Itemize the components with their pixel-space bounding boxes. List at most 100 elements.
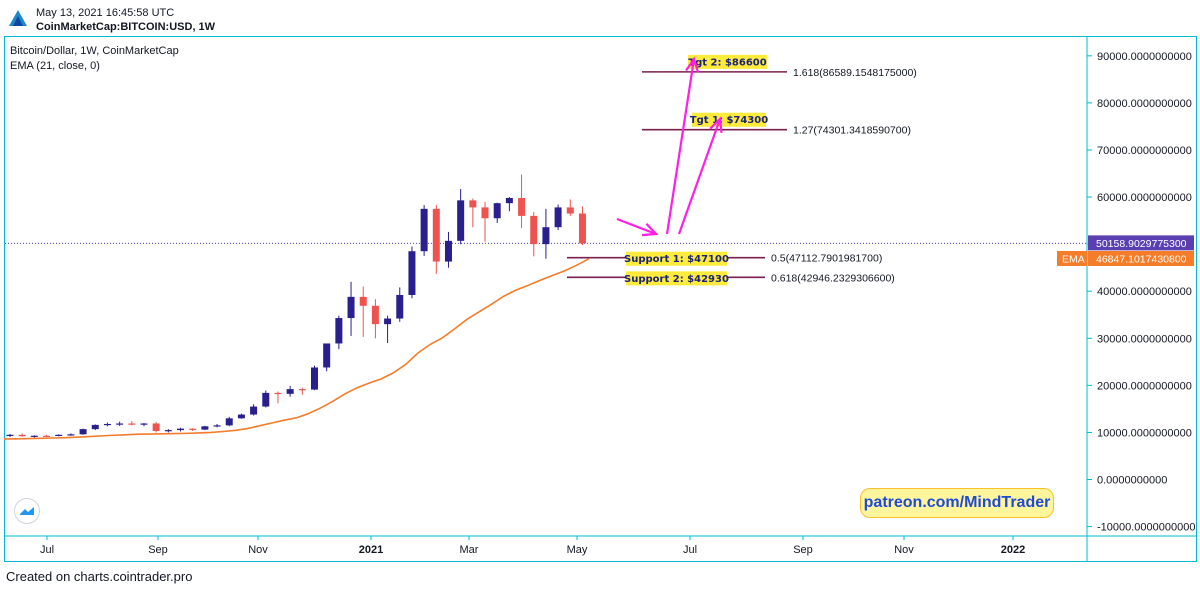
top-bar: May 13, 2021 16:45:58 UTC CoinMarketCap:…	[0, 0, 1200, 36]
candle-body	[201, 426, 209, 430]
fib-badge	[626, 271, 727, 286]
price-tick-label: 10000.0000000000	[1097, 427, 1192, 439]
price-tick-label: 70000.0000000000	[1097, 145, 1192, 157]
candle-body	[444, 240, 452, 262]
fib-badge	[626, 251, 727, 266]
time-tick-label: Nov	[248, 544, 268, 556]
candle-body	[578, 213, 586, 244]
legend-title: Bitcoin/Dollar, 1W, CoinMarketCap	[10, 45, 179, 57]
fib-badge-text: Tgt 1: $74300	[690, 115, 768, 126]
candle-body	[359, 296, 367, 306]
candle-body	[55, 434, 63, 436]
candle-body	[177, 428, 185, 431]
candle-body	[250, 406, 258, 415]
price-tick-label: 80000.0000000000	[1097, 98, 1192, 110]
candle-body	[469, 200, 477, 208]
candle-body	[225, 418, 233, 426]
time-tick-label: Sep	[148, 544, 168, 556]
price-tick-label: 0.0000000000	[1097, 475, 1167, 487]
candle-body	[274, 392, 282, 395]
cointrader-logo-icon	[9, 10, 27, 26]
target1-arrow-head	[709, 116, 723, 134]
fib-badge-text: Support 2: $42930	[624, 274, 729, 285]
candle-body	[554, 207, 562, 228]
candle-body	[481, 207, 489, 219]
ema-value-flag	[1088, 250, 1194, 266]
patreon-badge[interactable]: patreon.com/MindTrader	[860, 488, 1054, 518]
candle-body	[518, 197, 526, 216]
target2-arrow-head	[685, 56, 700, 73]
candle-body	[262, 392, 270, 407]
time-tick-label: Mar	[460, 544, 479, 556]
candle-body	[6, 434, 14, 436]
candle-body	[493, 203, 501, 219]
candle-body	[140, 423, 148, 425]
target2-arrow-shaft	[665, 58, 696, 235]
candle-body	[311, 367, 318, 390]
candle-body	[566, 207, 574, 214]
ema-line	[3, 258, 590, 440]
candle-body	[530, 215, 538, 245]
candle-body	[505, 197, 513, 204]
candle-body	[128, 423, 136, 425]
ema-flag-label: EMA	[1062, 253, 1085, 265]
candle-body	[213, 425, 221, 427]
fib-level-label: 0.5(47112.7901981700)	[771, 253, 882, 265]
fib-badge	[692, 112, 766, 127]
ema-value: 46847.1017430800	[1096, 253, 1187, 265]
fib-badge-text: Support 1: $47100	[624, 254, 729, 265]
time-tick-label: Jul	[683, 544, 697, 556]
chart-legend: Bitcoin/Dollar, 1W, CoinMarketCap EMA (2…	[10, 44, 179, 74]
candle-body	[432, 208, 440, 262]
time-tick-label: Jul	[40, 544, 54, 556]
candle-body	[18, 434, 26, 437]
tradingview-watermark-icon[interactable]	[14, 498, 40, 524]
price-tick-label: -10000.0000000000	[1097, 522, 1195, 534]
candle-body	[30, 435, 38, 437]
price-tick-label: 40000.0000000000	[1097, 286, 1192, 298]
last-price-value: 50158.9029775300	[1096, 238, 1187, 250]
candle-body	[335, 318, 343, 344]
legend-indicator: EMA (21, close, 0)	[10, 60, 100, 72]
candle-body	[103, 423, 111, 426]
time-tick-label: 2022	[1001, 544, 1025, 556]
candle-body	[420, 208, 428, 252]
chart-stamp: May 13, 2021 16:45:58 UTC CoinMarketCap:…	[36, 6, 215, 34]
candle-body	[164, 430, 172, 432]
fib-level-label: 0.618(42946.2329306600)	[771, 272, 895, 284]
down-arrow-shaft	[616, 217, 657, 236]
candle-body	[542, 227, 550, 245]
price-tick-label: 90000.0000000000	[1097, 51, 1192, 63]
target1-arrow-shaft	[677, 118, 722, 235]
down-arrow-head	[641, 223, 659, 237]
fib-level-label: 1.27(74301.3418590700)	[793, 125, 911, 137]
fib-badge	[688, 54, 767, 69]
price-tick-label: 30000.0000000000	[1097, 333, 1192, 345]
candle-body	[298, 389, 306, 391]
time-tick-label: Nov	[894, 544, 914, 556]
fib-level-label: 1.618(86589.1548175000)	[793, 67, 917, 79]
candle-body	[396, 294, 404, 319]
candle-body	[237, 414, 245, 419]
candle-body	[43, 435, 51, 437]
symbol-line: CoinMarketCap:BITCOIN:USD, 1W	[36, 21, 216, 33]
candle-body	[384, 318, 392, 325]
candle-body	[347, 296, 355, 319]
footer-credit: Created on charts.cointrader.pro	[6, 569, 193, 584]
candle-body	[323, 343, 331, 368]
candle-body	[79, 429, 87, 435]
candle-body	[286, 389, 294, 394]
candle-body	[152, 423, 160, 432]
last-price-flag	[1088, 235, 1194, 251]
candle-body	[371, 305, 379, 325]
candle-body	[408, 251, 416, 295]
ema-flag-tag	[1057, 250, 1087, 266]
time-tick-label: May	[567, 544, 588, 556]
time-tick-label: Sep	[793, 544, 813, 556]
candle-body	[67, 434, 75, 436]
price-tick-label: 20000.0000000000	[1097, 380, 1192, 392]
candle-body	[189, 428, 197, 430]
candle-body	[457, 200, 465, 241]
price-tick-label: 60000.0000000000	[1097, 192, 1192, 204]
